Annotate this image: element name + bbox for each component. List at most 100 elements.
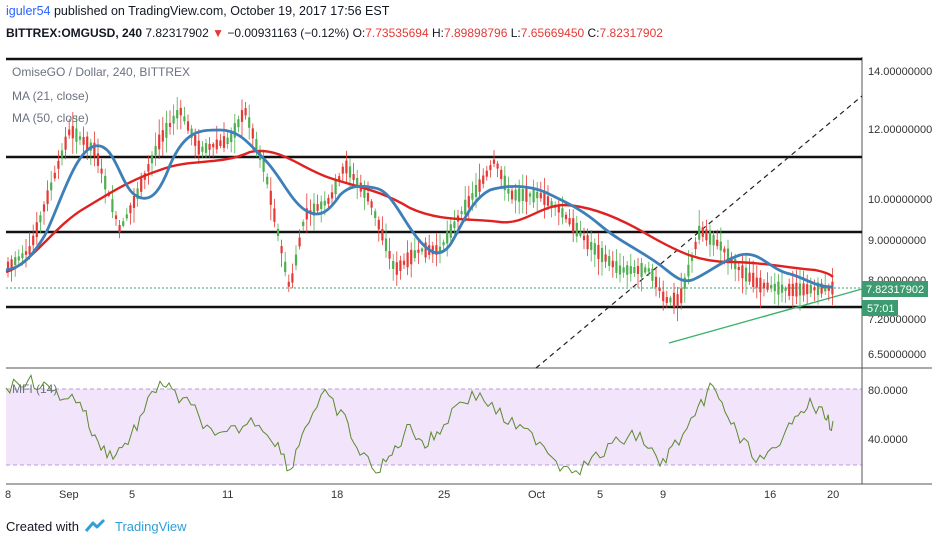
candle-body: [197, 140, 200, 155]
main-pane[interactable]: [6, 57, 862, 368]
candle-body: [633, 266, 636, 274]
legend-title: OmiseGO / Dollar, 240, BITTREX: [12, 65, 190, 79]
price-chart[interactable]: OmiseGO / Dollar, 240, BITTREX MA (21, c…: [0, 50, 932, 500]
candle-body: [816, 282, 820, 296]
candle-body: [291, 273, 294, 283]
candle-body: [111, 199, 114, 213]
candle-body: [179, 107, 182, 116]
time-badge-text: 57:01: [867, 303, 895, 315]
candle-body: [276, 228, 280, 236]
candle-body: [528, 193, 532, 197]
candle-body: [568, 218, 571, 225]
candle-body: [316, 204, 319, 211]
candle-body: [377, 219, 380, 230]
candle-body: [330, 192, 334, 199]
candle-body: [615, 261, 618, 273]
candle-body: [402, 260, 406, 265]
candle-body: [158, 134, 161, 150]
candle-body: [777, 281, 780, 295]
close-label: C:: [587, 26, 600, 40]
candle-body: [294, 254, 298, 266]
candle-body: [701, 227, 704, 237]
candle-body: [399, 260, 402, 271]
candle-body: [435, 245, 438, 255]
candle-body: [215, 139, 218, 150]
candle-body: [312, 203, 316, 216]
candle-body: [561, 208, 564, 218]
last-price: 7.82317902: [145, 26, 209, 40]
tradingview-link[interactable]: TradingView: [114, 518, 187, 534]
candle-body: [219, 140, 222, 147]
candle-body: [784, 287, 787, 291]
price-tick: 10.00000000: [868, 194, 932, 206]
candle-body: [669, 297, 672, 303]
candle-body: [546, 196, 550, 206]
dashed-trendline: [535, 95, 863, 369]
candle-body: [503, 175, 506, 191]
tradingview-logo-icon: [84, 518, 106, 532]
legend-ma50: MA (50, close): [12, 111, 89, 125]
candle-body: [608, 256, 611, 266]
candle-body: [662, 291, 665, 302]
candle-body: [802, 283, 805, 296]
candle-body: [363, 186, 366, 198]
candle-body: [467, 196, 470, 208]
candle-body: [154, 146, 157, 156]
candle-body: [766, 282, 769, 290]
candle-body: [420, 248, 424, 252]
candle-body: [708, 230, 712, 245]
candle-body: [129, 205, 132, 214]
candle-body: [622, 267, 625, 273]
candle-body: [320, 201, 323, 210]
time-tick: Sep: [59, 489, 79, 500]
candle-body: [424, 242, 427, 258]
candle-body: [273, 208, 276, 222]
candle-body: [172, 115, 175, 124]
candle-body: [413, 250, 416, 259]
candle-body: [680, 288, 683, 304]
candle-body: [600, 247, 604, 263]
candle-body: [759, 277, 762, 293]
candle-body: [564, 214, 568, 220]
symbol-label[interactable]: BITTREX:OMGUSD, 240: [6, 26, 143, 40]
candle-body: [734, 258, 737, 270]
candle-body: [93, 142, 96, 157]
candle-body: [53, 172, 56, 179]
high-label: H:: [432, 26, 444, 40]
time-tick: 18: [331, 489, 343, 500]
candle-body: [539, 192, 542, 199]
candle-body: [323, 200, 326, 206]
ticker-bar: BITTREX:OMGUSD, 240 7.82317902 ▼ −0.0093…: [6, 26, 663, 40]
mfi-path: [5, 373, 834, 476]
price-tick: 7.20000000: [868, 314, 926, 326]
candle-body: [226, 137, 229, 144]
candle-body: [212, 143, 215, 148]
created-with: Created with: [6, 518, 79, 534]
candle-body: [251, 128, 254, 139]
candle-body: [748, 272, 751, 282]
candle-body: [233, 123, 236, 138]
author-link[interactable]: iguler54: [6, 4, 51, 18]
candle-body: [356, 177, 359, 187]
candle-body: [676, 294, 679, 306]
candle-body: [348, 166, 352, 178]
candle-body: [464, 199, 467, 215]
candle-body: [114, 215, 118, 220]
candle-body: [604, 254, 607, 262]
candle-body: [366, 192, 370, 202]
candle-body: [392, 260, 395, 269]
candle-body: [6, 261, 10, 272]
time-tick: 11: [222, 489, 233, 500]
candle-body: [640, 262, 643, 278]
time-tick: 20: [827, 489, 839, 500]
candle-body: [770, 285, 773, 289]
candle-body: [190, 128, 193, 138]
candle-body: [381, 229, 384, 241]
candle-body: [654, 276, 658, 288]
candle-body: [287, 281, 290, 287]
candle-body: [492, 159, 496, 164]
candle-body: [482, 175, 485, 184]
candle-body: [305, 208, 308, 220]
candle-body: [255, 139, 258, 150]
candle-body: [626, 265, 629, 275]
